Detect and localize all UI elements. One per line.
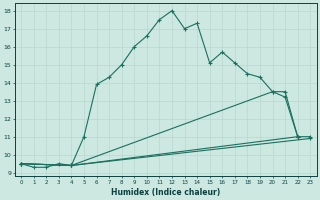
X-axis label: Humidex (Indice chaleur): Humidex (Indice chaleur) [111, 188, 220, 197]
